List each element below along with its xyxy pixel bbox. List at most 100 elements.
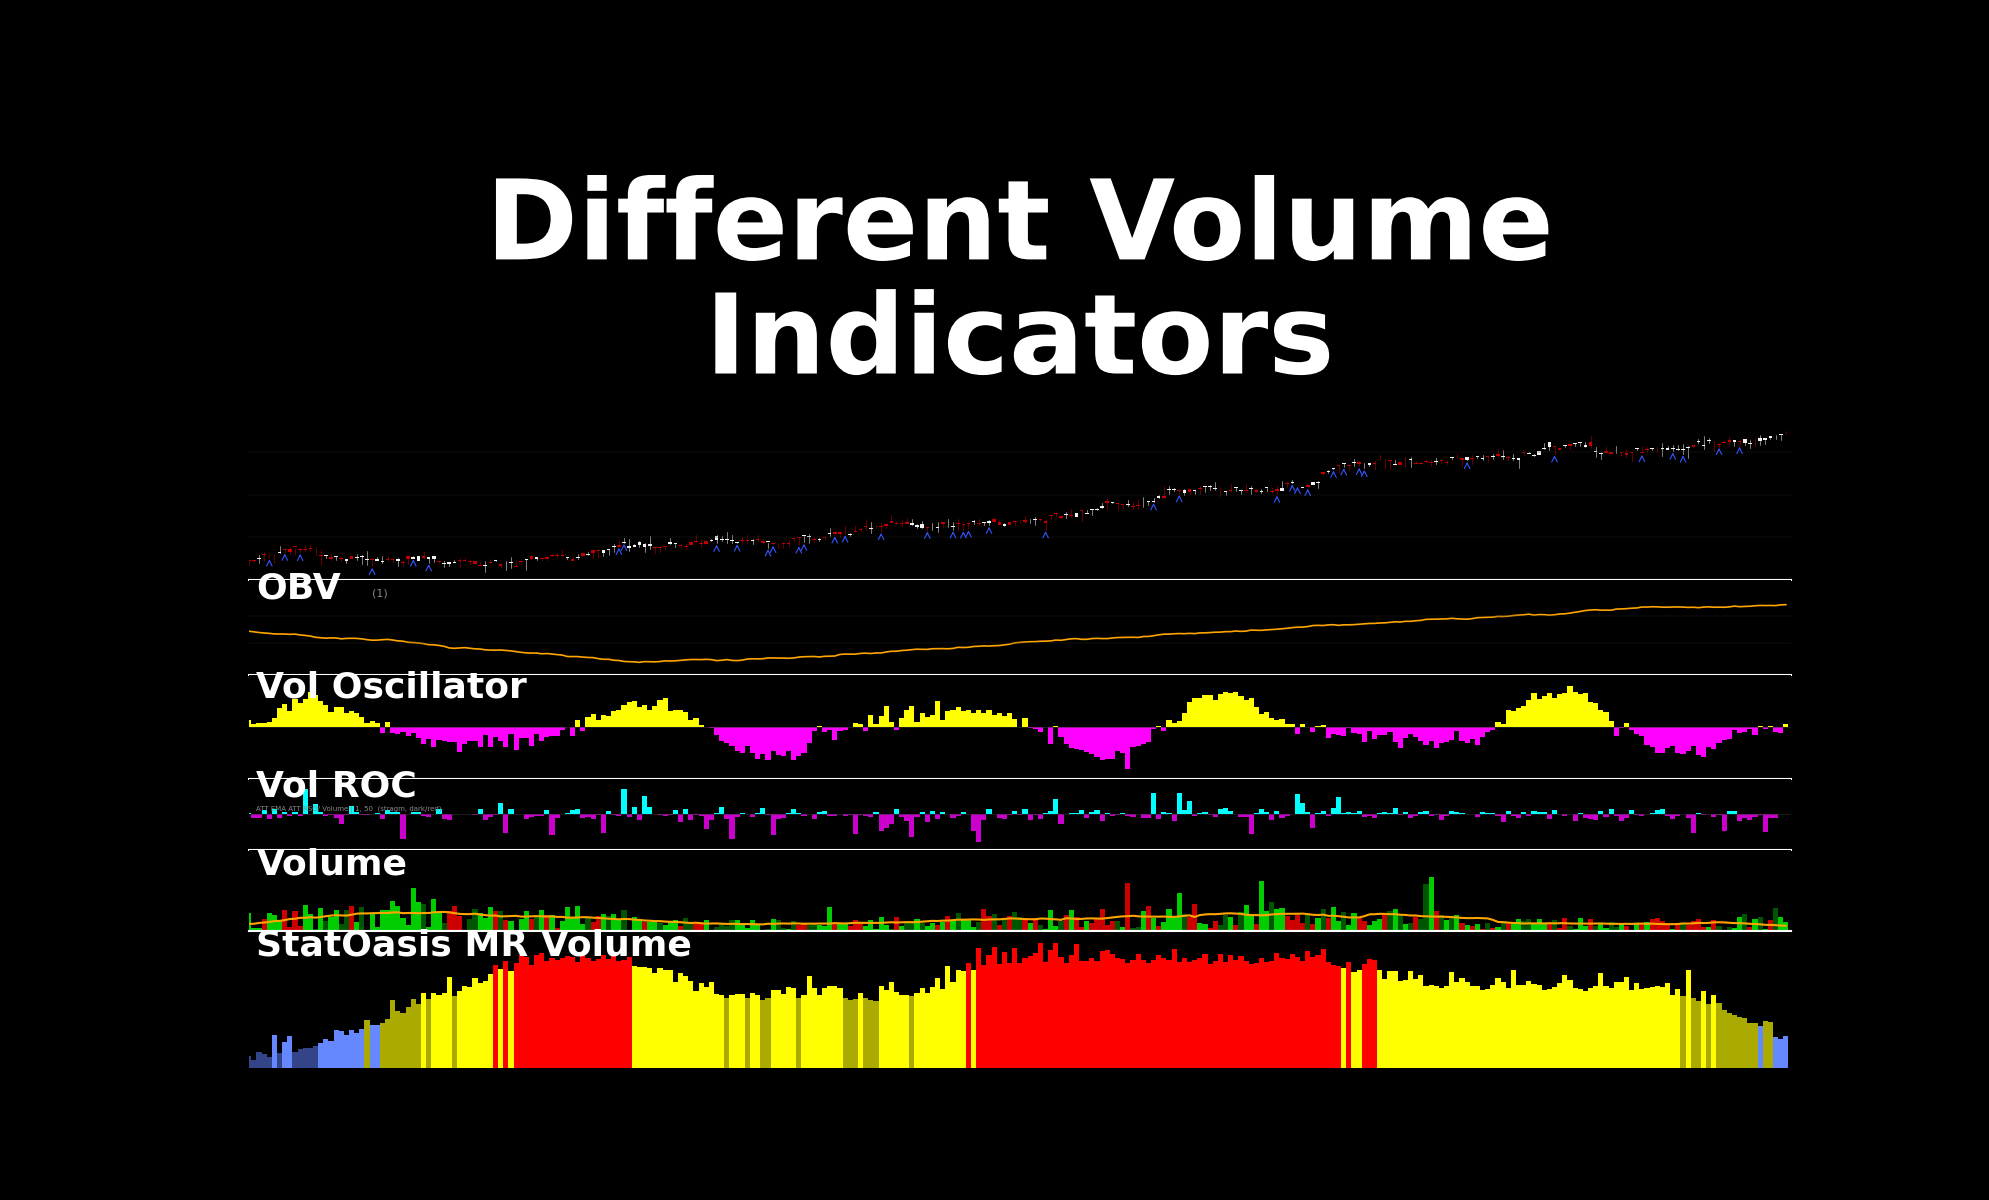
Bar	[1665, 449, 1669, 450]
Bar	[292, 1052, 298, 1068]
Bar	[1577, 918, 1581, 930]
Bar	[374, 812, 380, 815]
Bar	[1545, 815, 1551, 820]
Bar	[633, 545, 636, 547]
Bar	[1382, 811, 1386, 815]
Bar	[1581, 926, 1587, 930]
Bar	[1464, 982, 1470, 1068]
Bar	[1526, 700, 1532, 727]
Bar	[1273, 811, 1279, 815]
Bar	[1655, 918, 1659, 930]
Bar	[1136, 727, 1140, 746]
Bar	[251, 928, 257, 930]
Bar	[322, 920, 328, 930]
Bar	[545, 558, 549, 559]
Bar	[535, 557, 539, 559]
Bar	[1376, 812, 1382, 815]
Bar	[750, 815, 754, 817]
Bar	[461, 986, 467, 1068]
Bar	[432, 727, 436, 748]
Bar	[354, 557, 358, 558]
Bar	[698, 983, 704, 1068]
Bar	[585, 958, 591, 1068]
Bar	[1006, 962, 1012, 1068]
Bar	[662, 815, 668, 816]
Bar	[1659, 922, 1665, 930]
Bar	[555, 815, 559, 818]
Bar	[837, 988, 841, 1068]
Bar	[1392, 971, 1396, 1068]
Bar	[951, 815, 955, 818]
Bar	[1094, 810, 1100, 815]
Bar	[1408, 923, 1412, 930]
Bar	[1740, 815, 1746, 818]
Bar	[708, 727, 714, 728]
Bar	[971, 713, 977, 727]
Bar	[1577, 814, 1581, 815]
Bar	[595, 916, 601, 930]
Bar	[766, 929, 770, 930]
Bar	[1175, 893, 1181, 930]
Bar	[812, 989, 815, 1068]
Bar	[302, 905, 308, 930]
Bar	[1444, 815, 1448, 816]
Bar	[812, 815, 815, 818]
Bar	[251, 1060, 257, 1068]
Bar	[734, 919, 740, 930]
Bar	[1500, 922, 1506, 930]
Bar	[276, 815, 282, 817]
Bar	[585, 918, 591, 930]
Bar	[272, 916, 276, 930]
Bar	[400, 918, 406, 930]
Bar	[539, 953, 545, 1068]
Bar	[1555, 928, 1561, 930]
Bar	[678, 926, 682, 930]
Bar	[595, 720, 601, 727]
Bar	[1633, 983, 1639, 1068]
Bar	[390, 1000, 396, 1068]
Bar	[1191, 905, 1197, 930]
Bar	[1084, 727, 1088, 752]
Bar	[422, 727, 426, 744]
Bar	[483, 980, 487, 1068]
Bar	[903, 710, 909, 727]
Bar	[682, 712, 688, 727]
Bar	[1175, 721, 1181, 727]
Bar	[1432, 911, 1438, 930]
Bar	[802, 923, 806, 930]
Bar	[724, 727, 730, 743]
Bar	[847, 926, 853, 930]
Bar	[827, 907, 831, 930]
Bar	[1253, 707, 1259, 727]
Bar	[961, 919, 965, 930]
Bar	[1233, 692, 1237, 727]
Bar	[642, 796, 646, 815]
Bar	[1726, 811, 1730, 815]
Bar	[298, 703, 302, 727]
Bar	[1593, 986, 1597, 1068]
Bar	[776, 727, 780, 755]
Bar	[714, 727, 718, 734]
Bar	[1289, 724, 1295, 727]
Bar	[740, 994, 744, 1068]
Bar	[1561, 976, 1567, 1068]
Bar	[1722, 442, 1724, 444]
Bar	[1772, 727, 1778, 732]
Bar	[1567, 444, 1571, 446]
Bar	[1124, 883, 1130, 930]
Bar	[766, 727, 770, 760]
Bar	[873, 812, 877, 815]
Bar	[1402, 812, 1408, 815]
Bar	[841, 997, 847, 1068]
Bar	[549, 914, 555, 930]
Bar	[714, 535, 718, 540]
Bar	[1613, 928, 1617, 930]
Bar	[318, 812, 322, 815]
Bar	[1275, 488, 1279, 491]
Bar	[786, 929, 792, 930]
Bar	[559, 727, 565, 730]
Bar	[257, 928, 261, 930]
Bar	[370, 1025, 374, 1068]
Bar	[549, 958, 555, 1068]
Bar	[1181, 810, 1185, 815]
